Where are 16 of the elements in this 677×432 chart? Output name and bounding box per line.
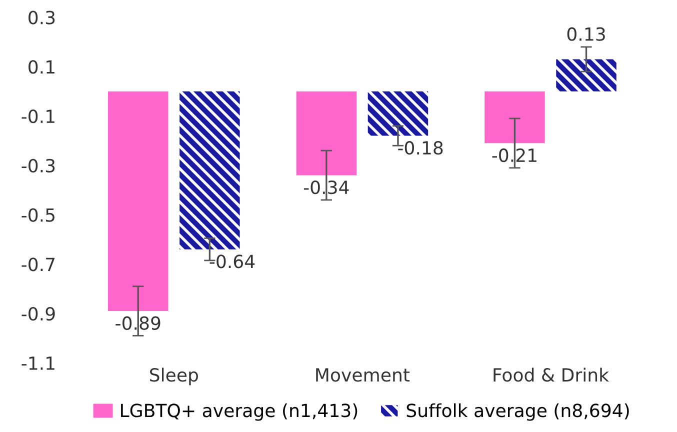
y-tick-label: 0.1	[28, 60, 54, 74]
x-tick-label: Sleep	[150, 368, 198, 386]
x-tick-label: Movement	[316, 368, 410, 382]
x-tick-label: Food & Drink	[494, 368, 609, 382]
legend-label: LGBTQ+ average (n1,413)	[121, 403, 358, 421]
y-tick-label: -0.9	[22, 306, 55, 321]
y-tick-label: -0.7	[22, 258, 55, 272]
y-tick-label: 0.3	[28, 10, 55, 24]
data-label: 0.13	[567, 27, 605, 41]
y-tick-label: -0.1	[22, 109, 54, 124]
legend-label: Suffolk average (n8,694)	[406, 403, 629, 421]
data-label: -0.64	[210, 254, 255, 268]
y-tick-label: -0.5	[22, 208, 54, 222]
y-tick-label: -0.3	[22, 158, 55, 173]
y-tick-label: -1.1	[22, 356, 54, 370]
data-label: -0.18	[398, 141, 443, 155]
